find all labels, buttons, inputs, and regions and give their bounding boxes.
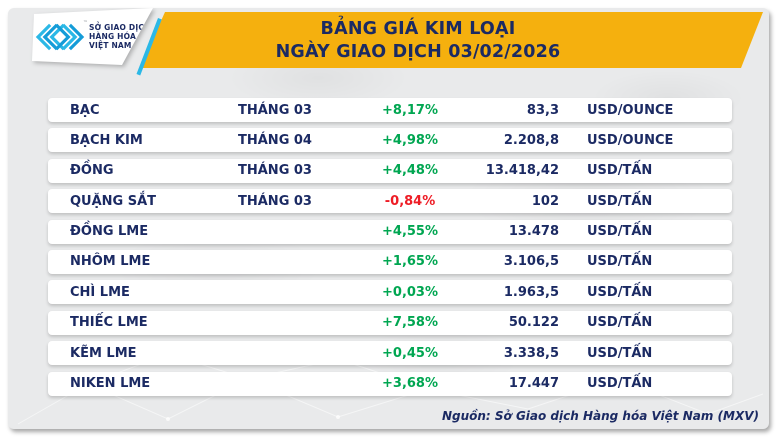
price-unit: USD/TẤN	[587, 376, 653, 392]
price-value: 83,3	[526, 102, 559, 118]
commodity-name: CHÌ LME	[70, 284, 130, 300]
logo-text-line: VIỆT NAM	[89, 41, 132, 50]
change-percent: +0,45%	[382, 345, 438, 361]
table-row: BẠC THÁNG 03 +8,17% 83,3 USD/OUNCE	[48, 98, 732, 122]
mxv-logo: ™ SỞ GIAO DỊCH HÀNG HÓA VIỆT NAM	[32, 8, 154, 65]
commodity-name: KẼM LME	[70, 345, 137, 361]
price-value: 17.447	[508, 376, 559, 392]
commodity-name: NHÔM LME	[70, 254, 151, 270]
table-row: NHÔM LME +1,65% 3.106,5 USD/TẤN	[48, 249, 732, 274]
price-unit: USD/TẤN	[587, 254, 653, 270]
price-value: 2.208,8	[503, 132, 559, 148]
table-row: QUẶNG SẮT THÁNG 03 -0,84% 102 USD/TẤN	[48, 189, 732, 214]
board-title: BẢNG GIÁ KIM LOẠI	[320, 19, 516, 39]
price-table: BẠC THÁNG 03 +8,17% 83,3 USD/OUNCE BẠCH …	[48, 98, 732, 402]
price-value: 1.963,5	[503, 284, 559, 300]
change-percent: +4,98%	[382, 132, 438, 148]
price-unit: USD/TẤN	[587, 193, 653, 209]
logo-org-name: SỞ GIAO DỊCH HÀNG HÓA VIỆT NAM	[89, 23, 151, 50]
commodity-name: QUẶNG SẮT	[70, 193, 157, 209]
table-row: CHÌ LME +0,03% 1.963,5 USD/TẤN	[48, 280, 732, 305]
price-unit: USD/TẤN	[587, 345, 653, 361]
price-unit: USD/TẤN	[587, 284, 653, 300]
price-value: 3.106,5	[503, 254, 559, 270]
table-row: BẠCH KIM THÁNG 04 +4,98% 2.208,8 USD/OUN…	[48, 128, 732, 153]
change-percent: +3,68%	[382, 376, 438, 392]
commodity-name: ĐỒNG	[70, 163, 114, 179]
commodity-name: THIẾC LME	[70, 315, 148, 331]
commodity-name: NIKEN LME	[70, 376, 151, 392]
table-row: ĐỒNG THÁNG 03 +4,48% 13.418,42 USD/TẤN	[48, 158, 732, 183]
board-panel: BẢNG GIÁ KIM LOẠI NGÀY GIAO DỊCH 03/02/2…	[8, 8, 769, 429]
commodity-name: BẠC	[70, 102, 100, 118]
table-row: THIẾC LME +7,58% 50.122 USD/TẤN	[48, 310, 732, 335]
contract-month: THÁNG 04	[238, 132, 312, 148]
change-percent: +4,48%	[382, 163, 438, 179]
price-unit: USD/TẤN	[587, 163, 653, 179]
price-value: 3.338,5	[503, 345, 559, 361]
contract-month: THÁNG 03	[238, 163, 312, 179]
change-percent: +8,17%	[382, 102, 438, 118]
commodity-name: BẠCH KIM	[70, 132, 143, 148]
logo-text-line: SỞ GIAO DỊCH	[89, 23, 151, 32]
price-value: 13.478	[508, 224, 559, 240]
mxv-logo-card: ™ SỞ GIAO DỊCH HÀNG HÓA VIỆT NAM	[32, 8, 153, 65]
table-row: KẼM LME +0,45% 3.338,5 USD/TẤN	[48, 341, 732, 366]
change-percent: -0,84%	[384, 193, 436, 209]
contract-month: THÁNG 03	[238, 193, 312, 209]
title-band: BẢNG GIÁ KIM LOẠI NGÀY GIAO DỊCH 03/02/2…	[140, 12, 763, 68]
board-subtitle: NGÀY GIAO DỊCH 03/02/2026	[275, 42, 561, 62]
source-note: Nguồn: Sở Giao dịch Hàng hóa Việt Nam (M…	[441, 409, 759, 423]
price-unit: USD/OUNCE	[587, 132, 674, 148]
commodity-name: ĐỒNG LME	[70, 224, 149, 240]
price-unit: USD/TẤN	[587, 224, 653, 240]
logo-text-line: HÀNG HÓA	[89, 32, 136, 41]
change-percent: +4,55%	[382, 224, 438, 240]
contract-month: THÁNG 03	[238, 102, 312, 118]
price-unit: USD/TẤN	[587, 315, 653, 331]
price-value: 13.418,42	[485, 163, 559, 179]
change-percent: +0,03%	[382, 284, 438, 300]
table-row: ĐỒNG LME +4,55% 13.478 USD/TẤN	[48, 219, 732, 244]
change-percent: +7,58%	[382, 315, 438, 331]
mxv-chevrons-icon	[35, 23, 85, 50]
trademark-mark: ™	[83, 20, 88, 26]
table-row: NIKEN LME +3,68% 17.447 USD/TẤN	[48, 371, 732, 396]
price-unit: USD/OUNCE	[587, 102, 674, 118]
change-percent: +1,65%	[382, 254, 438, 270]
price-value: 50.122	[508, 315, 559, 331]
price-value: 102	[531, 193, 559, 209]
